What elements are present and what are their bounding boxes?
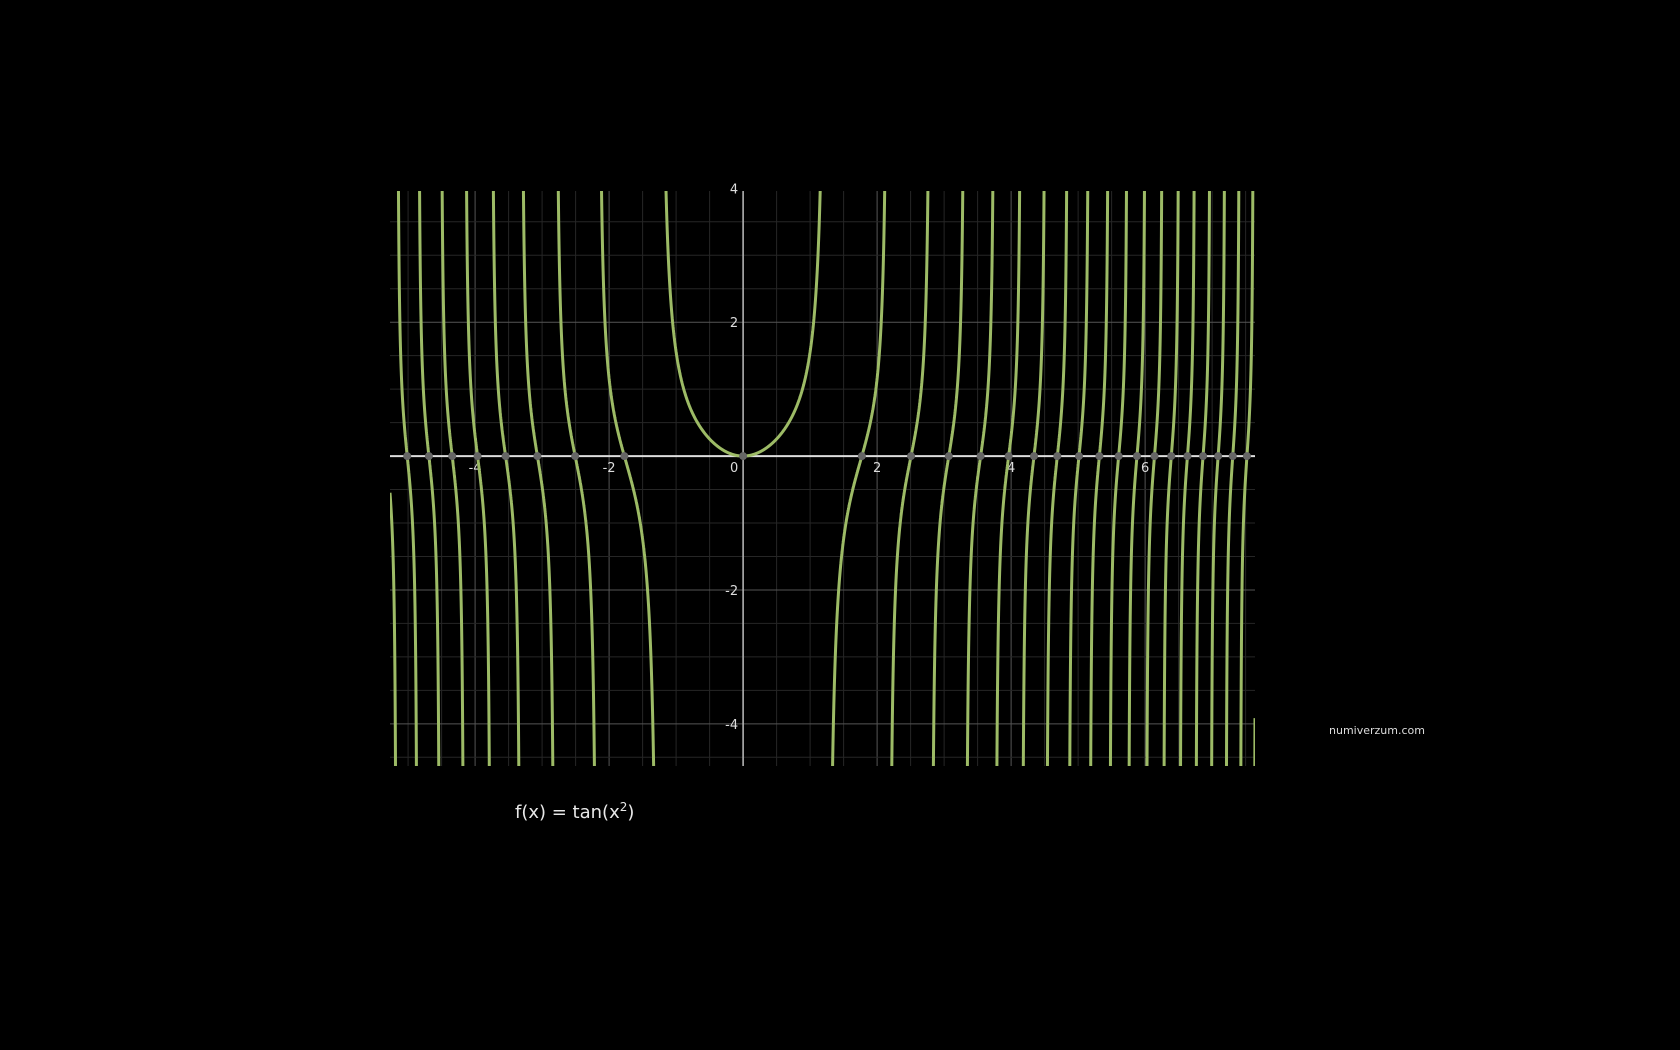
zero-point [620, 452, 629, 461]
zero-point [1242, 452, 1251, 461]
zero-point [403, 452, 412, 461]
zero-point [571, 452, 580, 461]
x-tick-label: 6 [1141, 461, 1149, 476]
zero-point [944, 452, 953, 461]
zero-point [473, 452, 482, 461]
x-tick-label: -2 [603, 461, 616, 476]
zero-point [448, 452, 457, 461]
zero-point [533, 452, 542, 461]
y-tick-label: 4 [730, 182, 738, 197]
zero-point [739, 452, 748, 461]
zero-point [976, 452, 985, 461]
zero-point [1132, 452, 1141, 461]
function-label: f(x) = tan(x2) [515, 800, 634, 823]
watermark: numiverzum.com [1329, 724, 1425, 737]
formula-suffix: ) [627, 802, 635, 823]
zero-point [907, 452, 916, 461]
zero-point [1199, 452, 1208, 461]
zero-point [1150, 452, 1159, 461]
zero-point [1214, 452, 1223, 461]
zero-point [1095, 452, 1104, 461]
zero-point [424, 452, 433, 461]
y-tick-label: -2 [725, 584, 738, 599]
x-tick-label: 2 [873, 461, 881, 476]
y-tick-label: 2 [730, 316, 738, 331]
zero-point [1075, 452, 1084, 461]
zero-point [857, 452, 866, 461]
zero-point [1183, 452, 1192, 461]
zero-point [1053, 452, 1062, 461]
y-tick-label: -4 [725, 718, 738, 733]
formula-text: f(x) = tan(x [515, 802, 620, 823]
zero-point [1030, 452, 1038, 461]
zero-point [1167, 452, 1176, 461]
x-tick-label: 4 [1007, 461, 1015, 476]
zero-point [1004, 452, 1013, 461]
zero-point [1228, 452, 1237, 461]
formula-exponent: 2 [619, 800, 628, 814]
x-tick-label: 0 [730, 461, 738, 476]
zero-point [501, 452, 510, 461]
zero-point [1114, 452, 1123, 461]
function-curve [390, 191, 1255, 766]
